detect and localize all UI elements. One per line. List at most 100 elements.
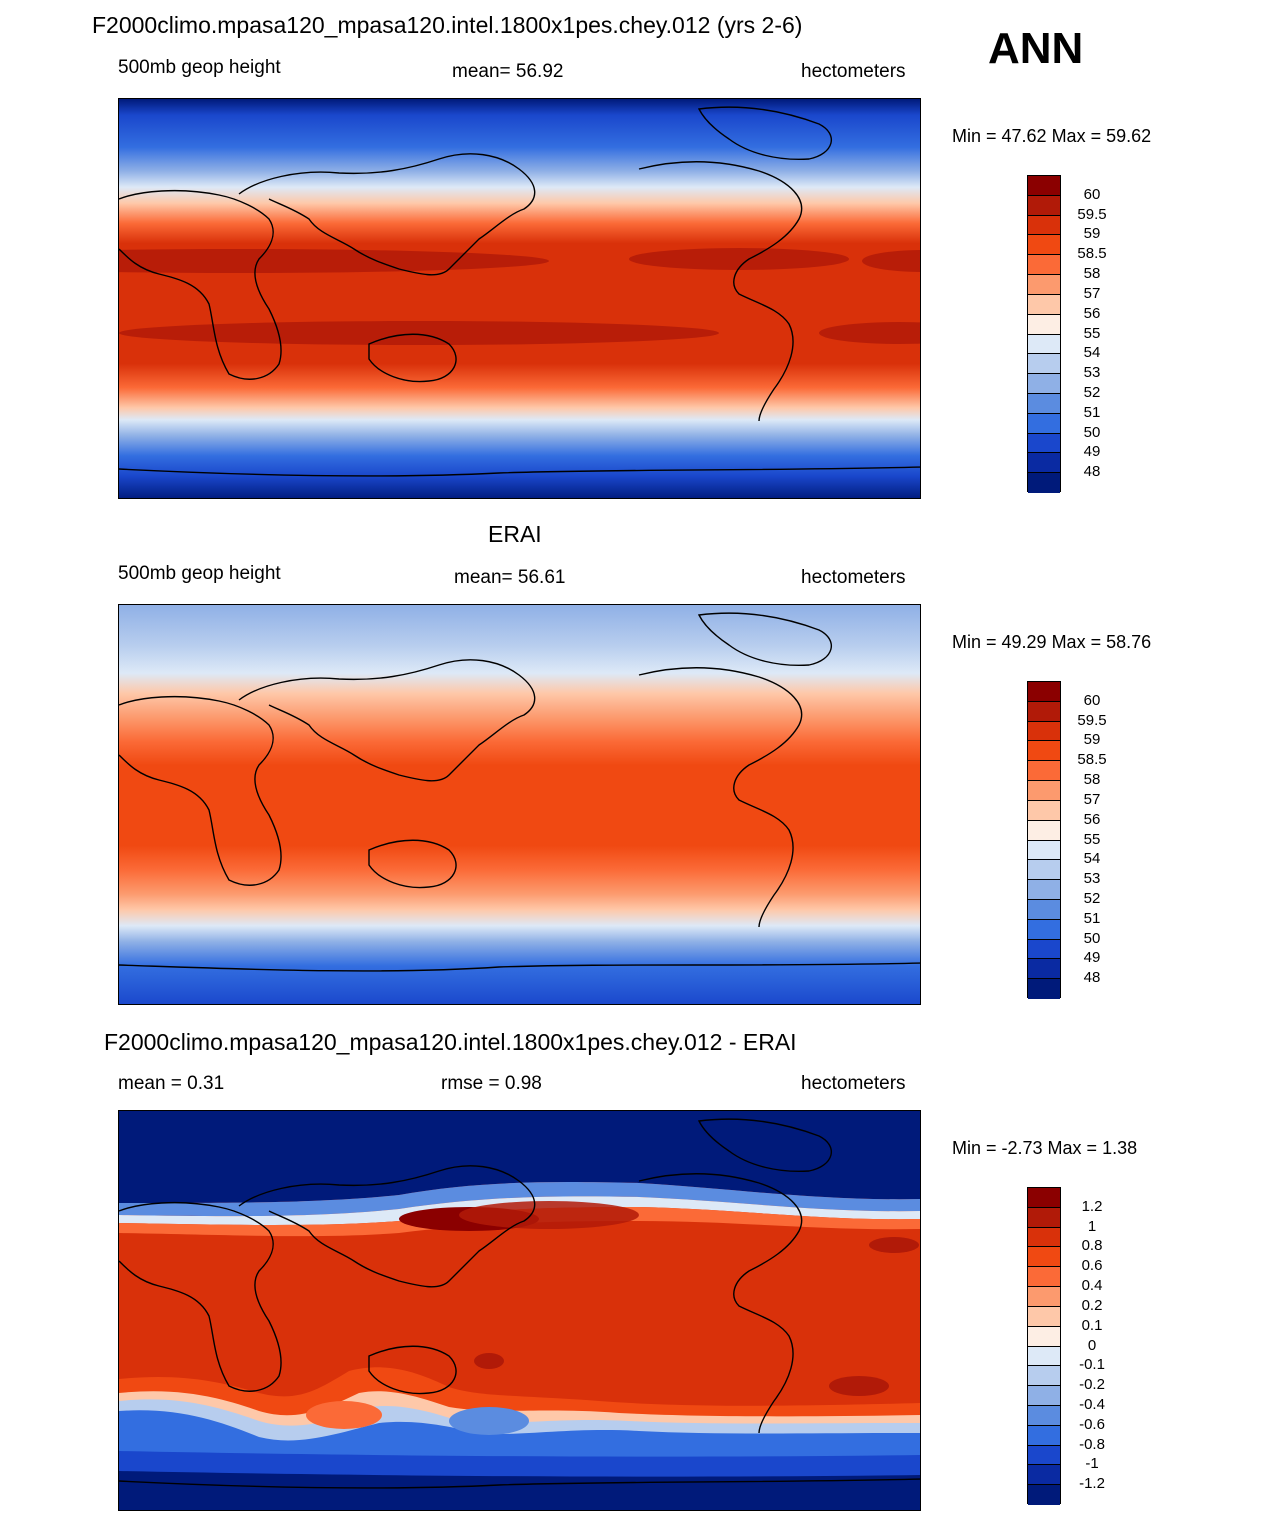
colorbar-tick-label: -1 — [1085, 1455, 1099, 1473]
colorbar-tick-label: 56 — [1083, 304, 1101, 322]
panel-3-title: F2000climo.mpasa120_mpasa120.intel.1800x… — [104, 1029, 797, 1055]
panel-2-colorbar — [1027, 681, 1061, 999]
colorbar-swatch — [1028, 860, 1060, 881]
panel-2-units-label: hectometers — [801, 567, 906, 588]
colorbar-swatch — [1028, 761, 1060, 782]
colorbar-swatch — [1028, 294, 1060, 315]
colorbar-tick-label: -0.8 — [1079, 1435, 1105, 1453]
colorbar-swatch — [1028, 215, 1060, 236]
colorbar-tick-label: 56 — [1083, 810, 1101, 828]
colorbar-tick-label: 0.4 — [1081, 1277, 1103, 1295]
colorbar-tick-label: 59.5 — [1077, 711, 1107, 729]
colorbar-tick-label: 60 — [1083, 691, 1101, 709]
colorbar-swatch — [1028, 781, 1060, 801]
colorbar-swatch — [1028, 433, 1060, 454]
panel-2-map — [118, 604, 921, 1005]
panel-2-variable-label: 500mb geop height — [118, 563, 281, 584]
colorbar-swatch — [1028, 413, 1060, 434]
colorbar-tick-label: 59 — [1083, 225, 1101, 243]
colorbar-tick-label: 58 — [1083, 265, 1101, 283]
colorbar-swatch — [1028, 1346, 1060, 1367]
colorbar-swatch — [1028, 1247, 1060, 1268]
panel-3-map — [118, 1110, 921, 1511]
panel-1-variable-label: 500mb geop height — [118, 57, 281, 78]
colorbar-swatch — [1028, 393, 1060, 414]
colorbar-swatch — [1028, 334, 1060, 355]
panel-1-colorbar — [1027, 175, 1061, 493]
colorbar-swatch — [1028, 1405, 1060, 1426]
colorbar-tick-label: 58.5 — [1077, 245, 1107, 263]
colorbar-tick-label: 57 — [1083, 284, 1101, 302]
colorbar-swatch — [1028, 453, 1060, 474]
colorbar-swatch — [1028, 979, 1060, 999]
colorbar-tick-label: 0 — [1087, 1336, 1097, 1354]
colorbar-swatch — [1028, 1425, 1060, 1446]
colorbar-tick-label: 50 — [1083, 423, 1101, 441]
colorbar-swatch — [1028, 1465, 1060, 1486]
colorbar-tick-label: 54 — [1083, 850, 1101, 868]
colorbar-swatch — [1028, 959, 1060, 980]
panel-3-colorbar — [1027, 1187, 1061, 1505]
colorbar-swatch — [1028, 721, 1060, 742]
colorbar-swatch — [1028, 255, 1060, 276]
colorbar-swatch — [1028, 1188, 1060, 1208]
colorbar-tick-label: 51 — [1083, 909, 1101, 927]
colorbar-swatch — [1028, 195, 1060, 216]
colorbar-swatch — [1028, 374, 1060, 394]
colorbar-swatch — [1028, 1267, 1060, 1288]
colorbar-tick-label: 55 — [1083, 324, 1101, 342]
colorbar-swatch — [1028, 701, 1060, 722]
panel-3-contour-field — [119, 1111, 920, 1510]
colorbar-swatch — [1028, 919, 1060, 940]
colorbar-tick-label: 60 — [1083, 185, 1101, 203]
colorbar-tick-label: 0.2 — [1081, 1296, 1103, 1314]
colorbar-tick-label: 48 — [1083, 969, 1101, 987]
colorbar-tick-label: 54 — [1083, 344, 1101, 362]
colorbar-swatch — [1028, 176, 1060, 196]
colorbar-swatch — [1028, 1207, 1060, 1228]
colorbar-tick-label: 59 — [1083, 731, 1101, 749]
colorbar-swatch — [1028, 1485, 1060, 1505]
panel-3-mean-label: mean = 0.31 — [118, 1073, 225, 1094]
panel-2-contour-field — [119, 605, 920, 1004]
season-label: ANN — [988, 24, 1084, 73]
colorbar-swatch — [1028, 473, 1060, 493]
colorbar-swatch — [1028, 1306, 1060, 1327]
colorbar-swatch — [1028, 800, 1060, 821]
colorbar-tick-label: -0.6 — [1079, 1415, 1105, 1433]
colorbar-tick-label: 57 — [1083, 790, 1101, 808]
colorbar-swatch — [1028, 1366, 1060, 1387]
colorbar-swatch — [1028, 314, 1060, 335]
colorbar-tick-label: 58 — [1083, 771, 1101, 789]
colorbar-tick-label: 0.6 — [1081, 1257, 1103, 1275]
colorbar-swatch — [1028, 275, 1060, 295]
colorbar-tick-label: 51 — [1083, 403, 1101, 421]
colorbar-swatch — [1028, 1445, 1060, 1466]
colorbar-tick-label: 58.5 — [1077, 751, 1107, 769]
colorbar-tick-label: 48 — [1083, 463, 1101, 481]
colorbar-tick-label: 49 — [1083, 443, 1101, 461]
colorbar-swatch — [1028, 235, 1060, 256]
colorbar-tick-label: 0.8 — [1081, 1237, 1103, 1255]
panel-1-mean-label: mean= 56.92 — [452, 61, 564, 82]
colorbar-tick-label: 52 — [1083, 383, 1101, 401]
panel-1-units-label: hectometers — [801, 61, 906, 82]
colorbar-tick-label: 0.1 — [1081, 1316, 1103, 1334]
panel-2-title: ERAI — [488, 521, 542, 547]
colorbar-swatch — [1028, 1326, 1060, 1347]
colorbar-swatch — [1028, 741, 1060, 762]
colorbar-tick-label: 50 — [1083, 929, 1101, 947]
colorbar-tick-label: 53 — [1083, 364, 1101, 382]
colorbar-tick-label: -0.2 — [1079, 1376, 1105, 1394]
panel-3-minmax-label: Min = -2.73 Max = 1.38 — [952, 1138, 1138, 1158]
colorbar-swatch — [1028, 899, 1060, 920]
panel-1-map — [118, 98, 921, 499]
colorbar-swatch — [1028, 880, 1060, 900]
colorbar-swatch — [1028, 1227, 1060, 1248]
colorbar-tick-label: 1.2 — [1081, 1197, 1103, 1215]
colorbar-swatch — [1028, 840, 1060, 861]
colorbar-tick-label: -0.4 — [1079, 1395, 1105, 1413]
colorbar-tick-label: 55 — [1083, 830, 1101, 848]
colorbar-tick-label: -0.1 — [1079, 1356, 1105, 1374]
panel-2-mean-label: mean= 56.61 — [454, 567, 566, 588]
